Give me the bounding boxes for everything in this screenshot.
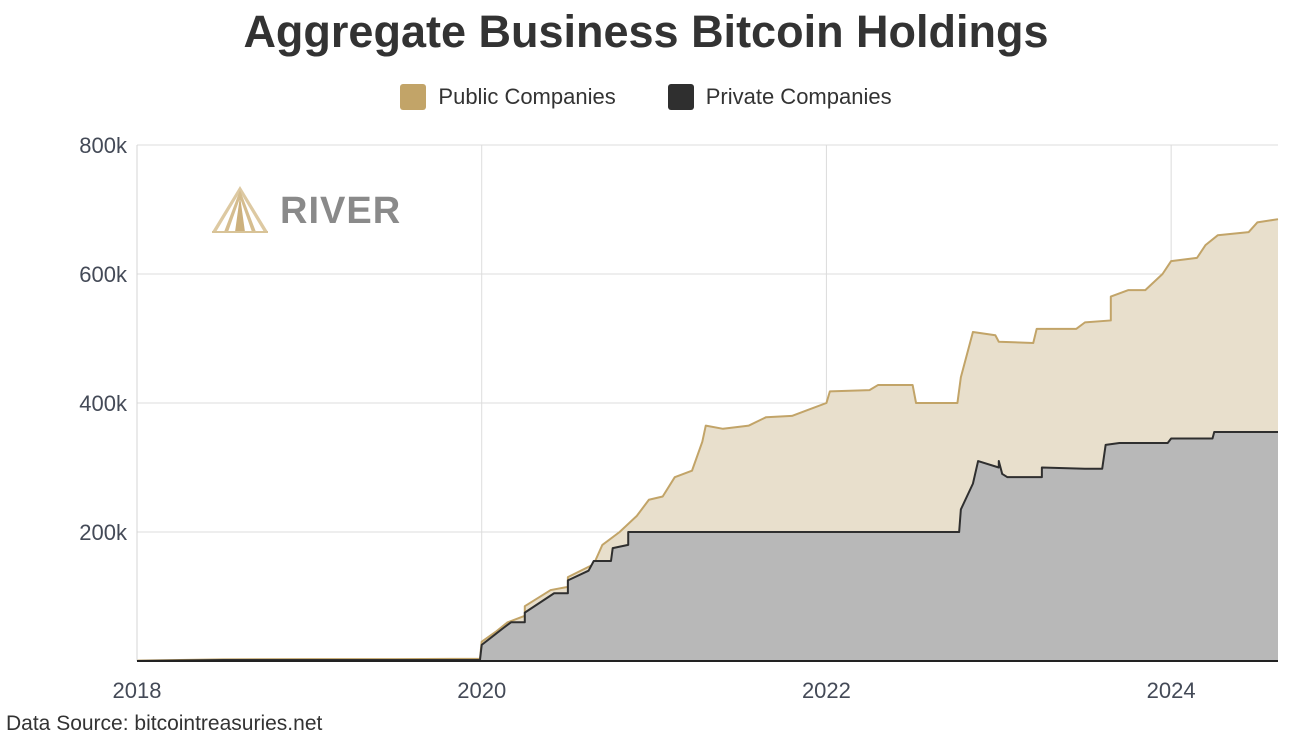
watermark-text: RIVER xyxy=(280,190,401,232)
data-source: Data Source: bitcointreasuries.net xyxy=(6,712,323,735)
series-line-private xyxy=(136,431,1278,662)
legend-item-private[interactable]: Private Companies xyxy=(667,84,892,110)
legend-label-private: Private Companies xyxy=(705,84,892,109)
series-line-public xyxy=(136,218,1279,662)
area-series xyxy=(136,218,1279,662)
x-tick-label: 2018 xyxy=(113,678,162,703)
x-tick-label: 2020 xyxy=(457,678,506,703)
axes: 800k 600k 400k 200k 2018 2020 2022 2024 xyxy=(79,133,1278,703)
area-fill-private xyxy=(137,432,1278,661)
legend-item-public[interactable]: Public Companies xyxy=(400,84,616,110)
legend-label-public: Public Companies xyxy=(438,84,616,109)
y-tick-label: 800k xyxy=(79,133,128,158)
legend: Public Companies Private Companies xyxy=(0,84,1292,110)
y-tick-label: 400k xyxy=(79,391,128,416)
y-tick-label: 600k xyxy=(79,262,128,287)
x-tick-label: 2022 xyxy=(802,678,851,703)
x-tick-label: 2024 xyxy=(1147,678,1196,703)
legend-swatch-public xyxy=(400,84,427,110)
legend-swatch-private xyxy=(667,84,694,110)
y-tick-label: 200k xyxy=(79,520,128,545)
river-logo-icon xyxy=(212,186,268,233)
river-watermark: RIVER xyxy=(212,186,401,233)
chart-title: Aggregate Business Bitcoin Holdings xyxy=(243,6,1049,57)
